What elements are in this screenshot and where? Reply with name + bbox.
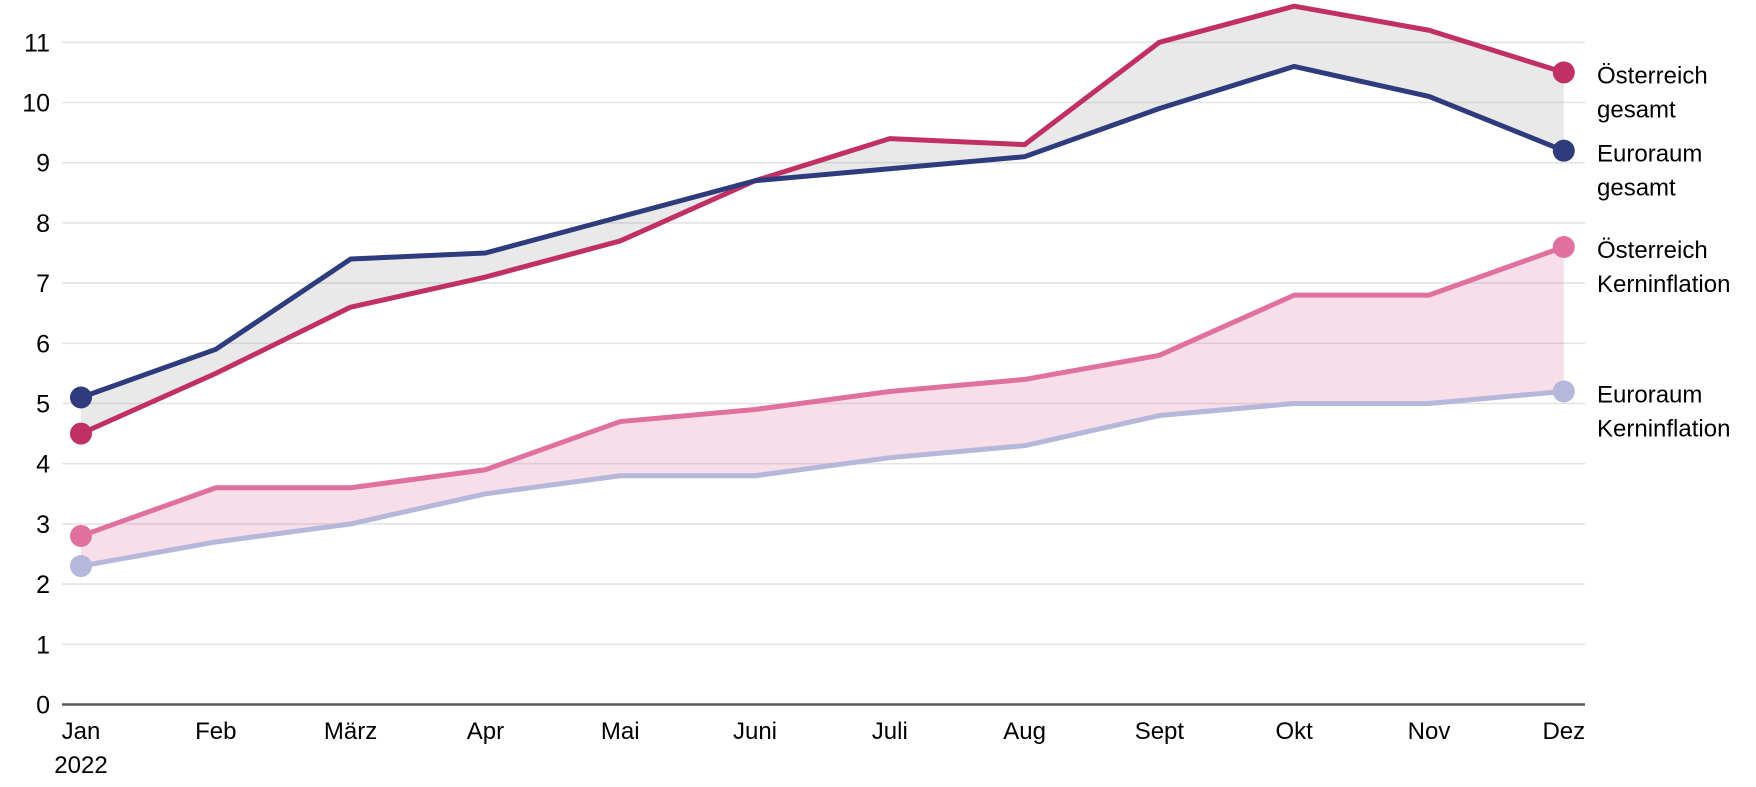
band-gesamt (81, 6, 1564, 434)
series-line-2 (78, 244, 1567, 539)
series-line-0 (78, 3, 1567, 437)
x-tick-label: Sept (1135, 718, 1185, 745)
series-label-line: Österreich (1597, 62, 1708, 89)
y-tick-label: 5 (36, 391, 50, 419)
x-tick-label: Nov (1408, 718, 1451, 745)
x-tick-label: Feb (195, 718, 236, 745)
series-label-2: Österreich Kerninflation (1597, 237, 1730, 298)
y-tick-label: 1 (36, 631, 50, 659)
y-tick-label: 10 (22, 90, 50, 118)
series-label-0: Österreich gesamt (1597, 62, 1708, 123)
series-dot-1 (1552, 139, 1575, 162)
series-label-1: Euroraum gesamt (1597, 141, 1702, 202)
y-tick-label: 4 (36, 451, 50, 479)
series-line-1 (78, 63, 1567, 400)
x-year-label: 2022 (54, 752, 107, 779)
series-label-line: Euroraum (1597, 141, 1702, 168)
y-tick-label: 3 (36, 511, 50, 539)
y-tick-label: 2 (36, 571, 50, 599)
x-axis-labels: Jan 2022 Feb März Apr Mai Juni Juli Aug Sept Okt No… (54, 718, 1585, 779)
series-label-line: Österreich (1597, 237, 1708, 264)
y-tick-label: 11 (24, 29, 50, 57)
x-tick-label: Apr (467, 718, 504, 745)
x-tick-label: Juni (733, 718, 777, 745)
band-kerninflation (81, 246, 1564, 567)
series-dot-3 (70, 555, 92, 578)
series-label-line: gesamt (1597, 175, 1676, 202)
x-tick-label: Aug (1003, 718, 1046, 745)
series-lines (78, 3, 1567, 569)
series-dot-2 (70, 524, 92, 547)
series-markers (70, 61, 1575, 578)
series-label-line: gesamt (1597, 96, 1676, 123)
series-line-3 (78, 388, 1567, 569)
x-tick-label: Juli (872, 718, 908, 745)
y-tick-label: 8 (36, 210, 50, 238)
series-label-line: Euroraum (1597, 381, 1702, 408)
bands (81, 6, 1564, 567)
x-tick-label: Mai (601, 718, 640, 745)
series-dot-0 (70, 422, 92, 445)
series-dot-3 (1552, 380, 1575, 403)
y-tick-label: 6 (36, 330, 50, 358)
series-dot-2 (1552, 235, 1575, 258)
gridlines (62, 41, 1585, 706)
x-tick-label: März (324, 718, 377, 745)
y-tick-label: 9 (36, 150, 50, 178)
x-tick-label: Jan (62, 718, 101, 745)
series-label-line: Kerninflation (1597, 271, 1730, 298)
series-label-line: Kerninflation (1597, 415, 1730, 442)
y-axis-labels: 0 1 2 3 4 5 6 7 8 9 10 11 (22, 29, 50, 719)
y-tick-label: 0 (36, 692, 50, 720)
x-tick-label: Dez (1542, 718, 1585, 745)
series-label-3: Euroraum Kerninflation (1597, 381, 1730, 442)
x-tick-label: Okt (1276, 718, 1314, 745)
series-dot-1 (70, 386, 92, 409)
series-dot-0 (1552, 61, 1575, 84)
y-tick-label: 7 (36, 270, 50, 298)
series-labels: ÖsterreichgesamtEuroraumgesamtÖsterreich… (1597, 62, 1730, 442)
